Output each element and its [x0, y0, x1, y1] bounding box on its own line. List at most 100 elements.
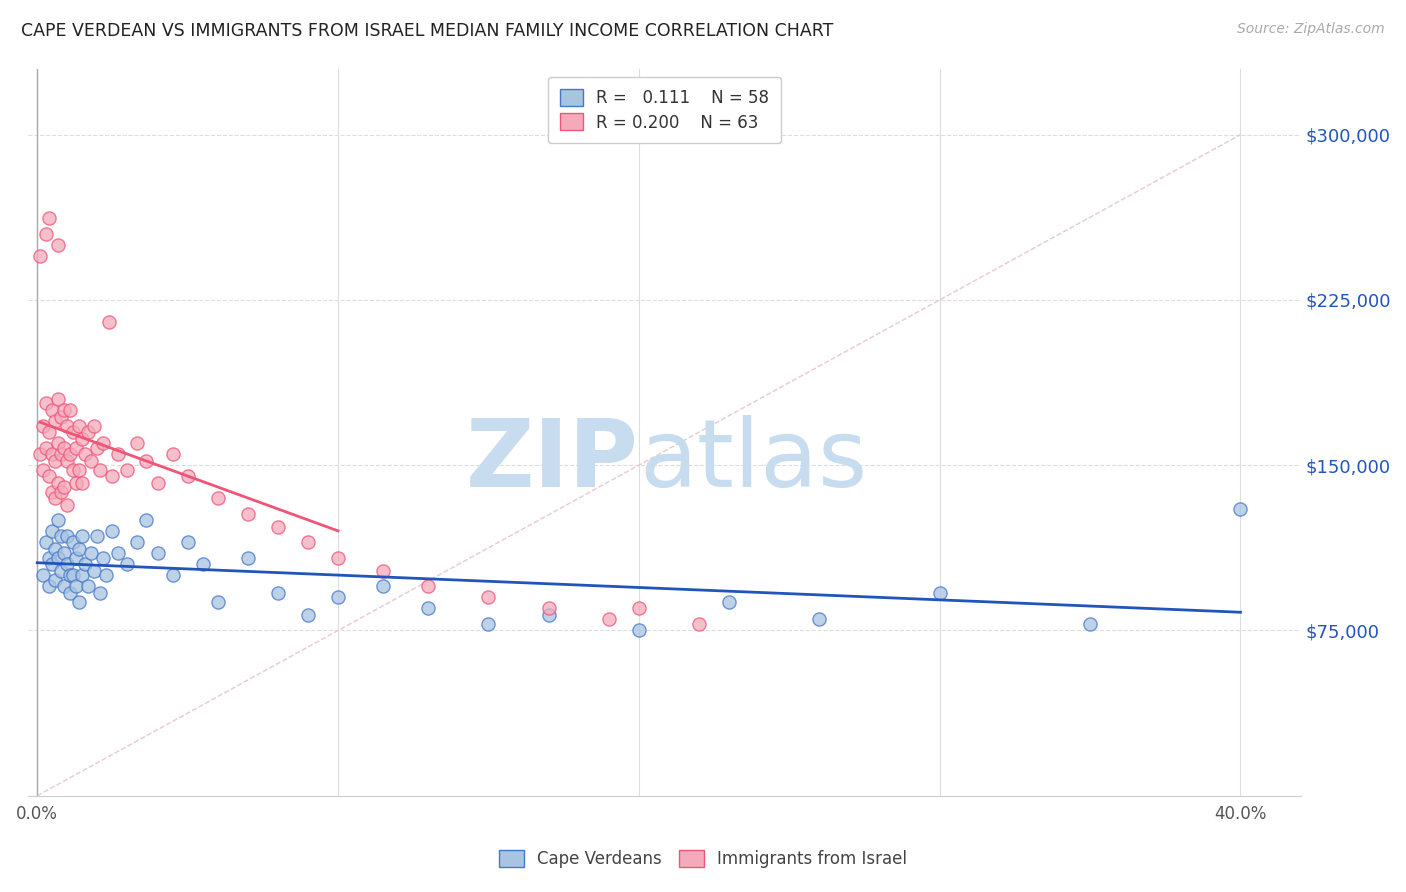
Text: ZIP: ZIP	[467, 416, 638, 508]
Point	[326, 550, 349, 565]
Point	[267, 586, 290, 600]
Point	[83, 564, 105, 578]
Point	[117, 462, 139, 476]
Point	[59, 586, 82, 600]
Point	[67, 595, 90, 609]
Point	[191, 558, 214, 572]
Point	[207, 491, 229, 506]
Point	[176, 535, 198, 549]
Point	[117, 558, 139, 572]
Point	[30, 249, 52, 263]
Point	[38, 425, 60, 439]
Point	[89, 586, 111, 600]
Point	[56, 498, 79, 512]
Point	[93, 550, 115, 565]
Point	[598, 612, 620, 626]
Point	[38, 469, 60, 483]
Point	[135, 454, 157, 468]
Point	[62, 568, 84, 582]
Text: Source: ZipAtlas.com: Source: ZipAtlas.com	[1237, 22, 1385, 37]
Point	[65, 475, 87, 490]
Point	[93, 436, 115, 450]
Point	[176, 469, 198, 483]
Point	[67, 541, 90, 556]
Point	[135, 513, 157, 527]
Point	[44, 491, 66, 506]
Point	[38, 211, 60, 226]
Point	[44, 573, 66, 587]
Point	[56, 418, 79, 433]
Point	[236, 550, 259, 565]
Point	[1078, 616, 1101, 631]
Point	[107, 546, 129, 560]
Point	[59, 403, 82, 417]
Point	[297, 535, 319, 549]
Point	[41, 447, 63, 461]
Point	[38, 550, 60, 565]
Point	[44, 541, 66, 556]
Point	[718, 595, 741, 609]
Point	[41, 403, 63, 417]
Point	[67, 418, 90, 433]
Text: atlas: atlas	[638, 416, 868, 508]
Point	[146, 475, 169, 490]
Point	[96, 568, 118, 582]
Point	[35, 396, 58, 410]
Point	[59, 568, 82, 582]
Point	[62, 535, 84, 549]
Point	[46, 237, 69, 252]
Point	[107, 447, 129, 461]
Point	[46, 550, 69, 565]
Point	[86, 529, 108, 543]
Point	[53, 403, 76, 417]
Point	[41, 484, 63, 499]
Point	[236, 507, 259, 521]
Point	[35, 441, 58, 455]
Point	[125, 436, 148, 450]
Point	[80, 546, 103, 560]
Point	[83, 418, 105, 433]
Point	[373, 579, 395, 593]
Point	[537, 608, 560, 623]
Point	[41, 524, 63, 539]
Point	[38, 579, 60, 593]
Point	[51, 447, 73, 461]
Point	[53, 579, 76, 593]
Point	[86, 441, 108, 455]
Point	[32, 568, 55, 582]
Point	[297, 608, 319, 623]
Point	[627, 601, 650, 615]
Point	[146, 546, 169, 560]
Point	[46, 436, 69, 450]
Point	[46, 513, 69, 527]
Point	[77, 425, 100, 439]
Point	[72, 432, 94, 446]
Point	[44, 454, 66, 468]
Point	[32, 418, 55, 433]
Point	[65, 550, 87, 565]
Point	[59, 447, 82, 461]
Point	[62, 462, 84, 476]
Point	[46, 392, 69, 406]
Point	[72, 475, 94, 490]
Point	[32, 462, 55, 476]
Point	[35, 227, 58, 241]
Point	[44, 414, 66, 428]
Point	[75, 558, 97, 572]
Point	[928, 586, 950, 600]
Point	[418, 601, 440, 615]
Point	[537, 601, 560, 615]
Point	[51, 409, 73, 424]
Point	[35, 535, 58, 549]
Point	[688, 616, 710, 631]
Point	[65, 579, 87, 593]
Point	[53, 441, 76, 455]
Point	[373, 564, 395, 578]
Point	[1229, 502, 1251, 516]
Legend: Cape Verdeans, Immigrants from Israel: Cape Verdeans, Immigrants from Israel	[492, 843, 914, 875]
Point	[418, 579, 440, 593]
Point	[98, 315, 121, 329]
Point	[89, 462, 111, 476]
Point	[72, 568, 94, 582]
Point	[477, 591, 499, 605]
